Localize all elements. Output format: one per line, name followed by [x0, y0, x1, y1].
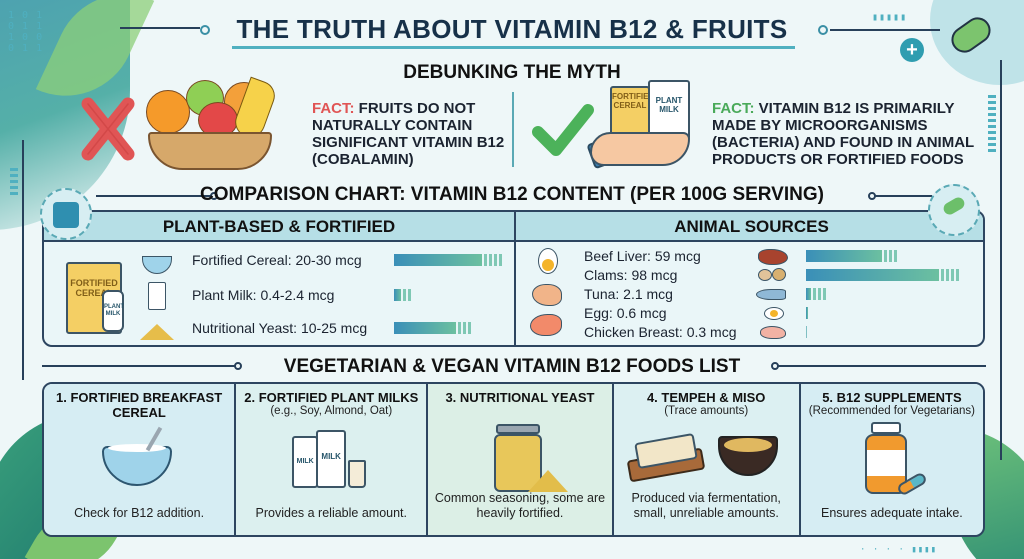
bar-plant-milk [394, 289, 411, 301]
hand-icon [590, 132, 690, 166]
title-connector [874, 195, 932, 197]
supplement-bottle-icon [801, 422, 983, 500]
plant-badge-icon [40, 188, 92, 240]
title-connector [778, 365, 986, 367]
frame-line-left [22, 140, 24, 380]
row-label: Clams: 98 mcg [584, 267, 678, 283]
decorative-ticks: ▮▮▮▮▮ [872, 12, 908, 23]
basket-icon [148, 132, 272, 170]
row-label: Egg: 0.6 mcg [584, 305, 667, 321]
frame-line-top-right [830, 29, 940, 31]
card-description: Common seasoning, some are heavily forti… [434, 491, 606, 520]
card-title: 5. B12 SUPPLEMENTS [822, 390, 962, 405]
plant-milk-bottle-icon: PLANT MILK [102, 290, 124, 332]
card-description: Produced via fermentation, small, unreli… [631, 491, 781, 520]
clams-icon [758, 269, 772, 281]
row-label: Tuna: 2.1 mcg [584, 286, 673, 302]
cereal-bowl-icon [142, 256, 172, 274]
frame-line-top-left [120, 27, 200, 29]
fact-label: FACT: [712, 100, 755, 117]
veg-foods-list: 1. FORTIFIED BREAKFAST CEREAL Check for … [42, 382, 985, 537]
card-description: Check for B12 addition. [74, 506, 205, 520]
divider [512, 92, 514, 167]
plant-heading: PLANT-BASED & FORTIFIED [44, 212, 514, 242]
roast-chicken-icon [532, 284, 562, 306]
veg-list-title: VEGETARIAN & VEGAN VITAMIN B12 FOODS LIS… [283, 356, 741, 377]
title-dot [200, 25, 210, 35]
section-subtitle: DEBUNKING THE MYTH [403, 62, 621, 83]
fact-label: FACT: [312, 100, 355, 117]
card-description: Ensures adequate intake. [821, 506, 963, 520]
liver-icon [758, 249, 788, 265]
comparison-chart: PLANT-BASED & FORTIFIED ANIMAL SOURCES F… [42, 210, 985, 347]
decorative-ticks [988, 95, 996, 155]
milk-carton-icon [148, 282, 166, 310]
animal-heading: ANIMAL SOURCES [516, 212, 983, 242]
fish-icon [756, 289, 786, 300]
column-divider [514, 212, 516, 345]
decorative-ticks: · · · · ▮▮▮▮ [860, 545, 938, 555]
bar-clams [806, 269, 959, 281]
yeast-jar-icon [428, 424, 611, 500]
bar-fortified-cereal [394, 254, 502, 266]
row-label: Chicken Breast: 0.3 mcg [584, 324, 737, 340]
card-title: 2. FORTIFIED PLANT MILKS [244, 390, 419, 405]
veg-card-tempeh-miso: 4. TEMPEH & MISO (Trace amounts) Produce… [613, 384, 801, 535]
boiled-egg-icon [538, 248, 558, 274]
frame-line-right [1000, 60, 1002, 460]
card-description: Provides a reliable amount. [255, 506, 408, 520]
title-underline [232, 46, 795, 49]
milk-cartons-icon: MILK MILK [236, 430, 426, 500]
veg-card-nutritional-yeast: 3. NUTRITIONAL YEAST Common seasoning, s… [428, 384, 614, 535]
orange-icon [146, 90, 190, 134]
veg-card-fortified-cereal: 1. FORTIFIED BREAKFAST CEREAL Check for … [44, 384, 237, 535]
clams-icon [772, 268, 786, 281]
chicken-breast-icon [760, 326, 786, 339]
card-subtitle: (Recommended for Vegetarians) [808, 405, 975, 417]
row-label: Plant Milk: 0.4-2.4 mcg [192, 287, 335, 303]
title-dot [818, 25, 828, 35]
row-label: Fortified Cereal: 20-30 mcg [192, 252, 362, 268]
cereal-box-icon: FORTIFIED CEREAL [610, 86, 654, 136]
cereal-bowl-icon [44, 426, 234, 500]
card-subtitle: (e.g., Soy, Almond, Oat) [270, 405, 393, 417]
fried-egg-icon [764, 307, 784, 320]
page-title: THE TRUTH ABOUT VITAMIN B12 & FRUITS [236, 14, 788, 44]
check-mark-icon [532, 104, 594, 156]
fact-bacteria: FACT: VITAMIN B12 IS PRIMARILY MADE BY M… [712, 100, 975, 168]
card-title: 1. FORTIFIED BREAKFAST CEREAL [56, 390, 223, 420]
veg-card-plant-milks: 2. FORTIFIED PLANT MILKS (e.g., Soy, Alm… [236, 384, 429, 535]
card-title: 3. NUTRITIONAL YEAST [445, 390, 595, 405]
plus-icon: + [900, 38, 924, 62]
milk-carton-icon: PLANT MILK [648, 80, 690, 140]
title-connector [42, 365, 238, 367]
row-label: Beef Liver: 59 mcg [584, 248, 701, 264]
bar-egg [806, 307, 808, 319]
x-mark-icon [81, 97, 135, 161]
fact-fruits: FACT: FRUITS DO NOT NATURALLY CONTAIN SI… [312, 100, 505, 168]
tempeh-miso-icon [614, 430, 799, 500]
bacteria-badge-icon [928, 184, 980, 236]
bar-nutritional-yeast [394, 322, 471, 334]
veg-card-b12-supplements: 5. B12 SUPPLEMENTS (Recommended for Vege… [800, 384, 983, 535]
row-label: Nutritional Yeast: 10-25 mcg [192, 320, 368, 336]
title-connector [96, 195, 214, 197]
card-subtitle: (Trace amounts) [664, 405, 749, 417]
title-dot [210, 192, 218, 200]
comparison-title: COMPARISON CHART: VITAMIN B12 CONTENT (P… [200, 184, 824, 205]
bar-tuna [806, 288, 826, 300]
bar-chicken-breast [806, 326, 807, 338]
decorative-ticks [10, 168, 18, 198]
salmon-steak-icon [530, 314, 562, 336]
bar-beef-liver [806, 250, 897, 262]
yeast-pile-icon [140, 324, 174, 340]
card-title: 4. TEMPEH & MISO [646, 390, 766, 405]
title-dot [234, 362, 242, 370]
